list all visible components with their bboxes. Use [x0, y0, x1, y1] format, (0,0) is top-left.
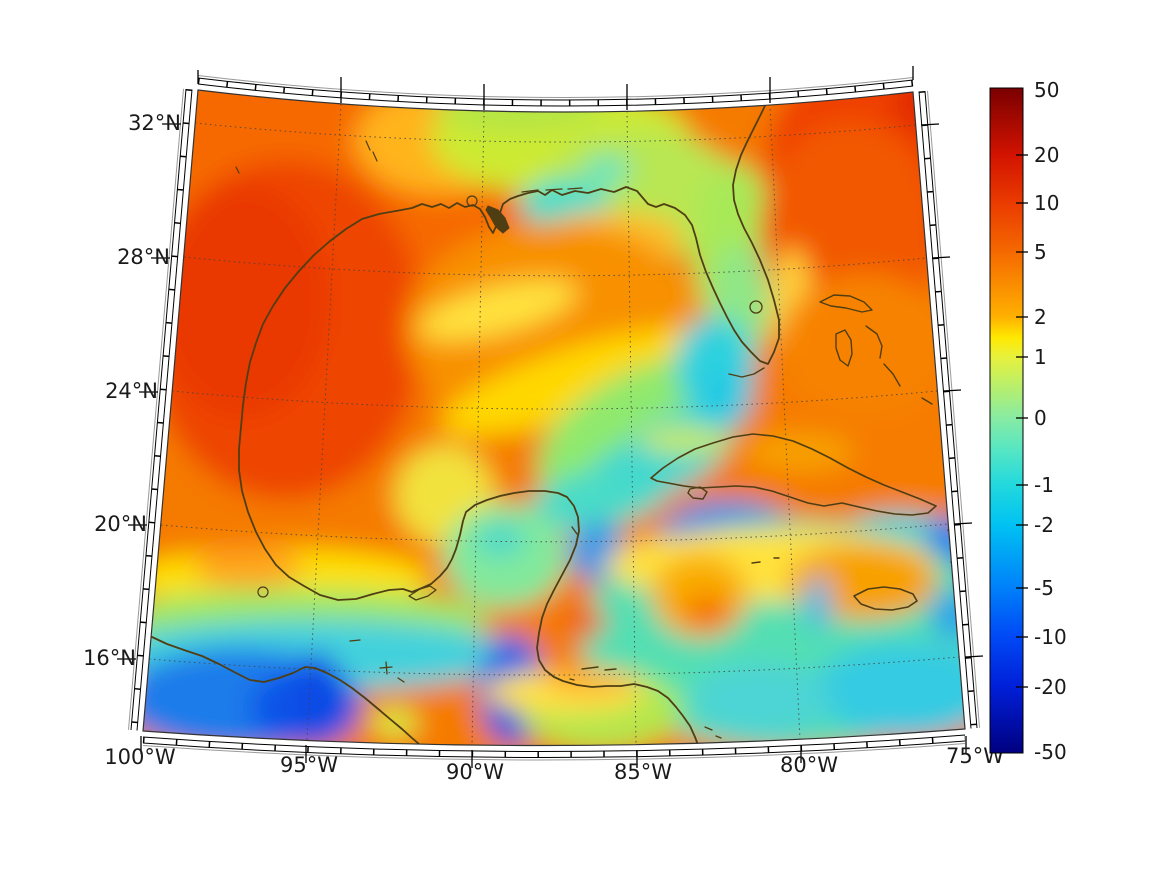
- heatmap-blob: [293, 652, 343, 746]
- heatmap-blob: [639, 427, 731, 453]
- mainland-coastline: [238, 94, 780, 746]
- y-tick-label: 20°N: [94, 512, 147, 536]
- cuba-coastline: [650, 433, 937, 516]
- colorbar-tick-label: -5: [1034, 576, 1054, 600]
- colorbar-tick-label: -10: [1034, 625, 1067, 649]
- colorbar-tick-label: 20: [1034, 143, 1059, 167]
- colorbar-tick-label: 50: [1034, 78, 1059, 102]
- colorbar-gradient: [989, 87, 1024, 754]
- y-tick-label: 28°N: [117, 245, 170, 269]
- x-tick-label: 100°W: [104, 745, 176, 769]
- heatmap-blob: [692, 368, 752, 428]
- alvarado-lagoon: [257, 586, 269, 598]
- lake-okeechobee: [749, 300, 763, 314]
- bahamas-eleuthera-coastline: [865, 325, 883, 359]
- isla-juventud-coastline: [687, 486, 708, 500]
- y-tick-label: 32°N: [128, 111, 181, 135]
- heatmap-blob: [813, 642, 965, 738]
- x-tick-label: 85°W: [614, 760, 672, 784]
- heatmap-blob: [683, 595, 731, 631]
- heatmap-blob: [893, 90, 965, 141]
- texas-lakes: [235, 140, 378, 174]
- graticule-layer: [148, 103, 960, 746]
- terminos-island-coastline: [408, 585, 437, 601]
- florida-keys-coastline: [728, 367, 765, 378]
- colorbar-tick-label: 0: [1034, 406, 1047, 430]
- colorbar-tick-label: -50: [1034, 740, 1067, 764]
- colorbar-tick-label: 1: [1034, 345, 1047, 369]
- heatmap-blob: [805, 576, 831, 630]
- campeche-reefs: [349, 639, 722, 739]
- delta-marsh: [485, 205, 510, 234]
- bahamas-abaco-coastline: [819, 294, 873, 313]
- x-tick-label: 90°W: [446, 760, 504, 784]
- calcasieu-lake: [466, 195, 478, 207]
- cozumel-coastline: [571, 526, 578, 535]
- bahamas-andros-coastline: [835, 329, 853, 367]
- pacific-coastline: [151, 636, 420, 745]
- heatmap-blob: [475, 523, 525, 557]
- axis-ticks: [117, 66, 984, 768]
- parallel-32n: [194, 122, 917, 143]
- colorbar: 50 20 10 5 2 1 0 -1 -2 -5 -10 -20 -50: [989, 78, 1067, 764]
- colorbar-tick-label: 5: [1034, 240, 1047, 264]
- y-tick-label: 16°N: [83, 646, 136, 670]
- heatmap-blob: [583, 156, 631, 184]
- colorbar-tick-label: 2: [1034, 305, 1047, 329]
- meridian-85w: [626, 110, 637, 746]
- cayman-coastline: [751, 557, 780, 564]
- meridian-95w: [306, 103, 342, 741]
- heatmap-blob: [441, 327, 709, 437]
- heatmap-blob: [930, 590, 965, 640]
- colorbar-tick-label: -1: [1034, 473, 1054, 497]
- heatmap-blob: [157, 185, 327, 415]
- bahamas-longisland-coastline: [883, 363, 901, 387]
- meridian-80w: [769, 103, 801, 741]
- heatmap-blob: [193, 548, 303, 588]
- jamaica-coastline: [853, 586, 918, 611]
- colorbar-tick-label: 10: [1034, 191, 1059, 215]
- colorbar-tick-label: -2: [1034, 513, 1054, 537]
- heatmap-blob: [780, 273, 950, 417]
- colorbar-ticks: [1016, 154, 1028, 688]
- axis-labels: 32°N 28°N 24°N 20°N 16°N 100°W 95°W 90°W…: [83, 111, 1004, 784]
- barrier-islands: [521, 187, 583, 193]
- heatmap-blob: [565, 607, 605, 637]
- parallel-16n: [148, 656, 960, 676]
- heatmap-blob: [545, 669, 635, 695]
- x-tick-label: 95°W: [280, 753, 338, 777]
- y-tick-label: 24°N: [105, 379, 158, 403]
- bay-islands-coastline: [569, 666, 617, 681]
- x-tick-label: 80°W: [780, 753, 838, 777]
- heatmap-blob: [690, 662, 830, 738]
- map-border: [142, 89, 966, 747]
- map-frame: [117, 66, 984, 768]
- heatmap-blob: [418, 279, 578, 341]
- heatmap-blob: [595, 445, 705, 485]
- heatmap-blob: [745, 432, 855, 472]
- meridian-90w: [471, 110, 485, 746]
- parallel-28n: [183, 256, 927, 277]
- colorbar-tick-label: -20: [1034, 675, 1067, 699]
